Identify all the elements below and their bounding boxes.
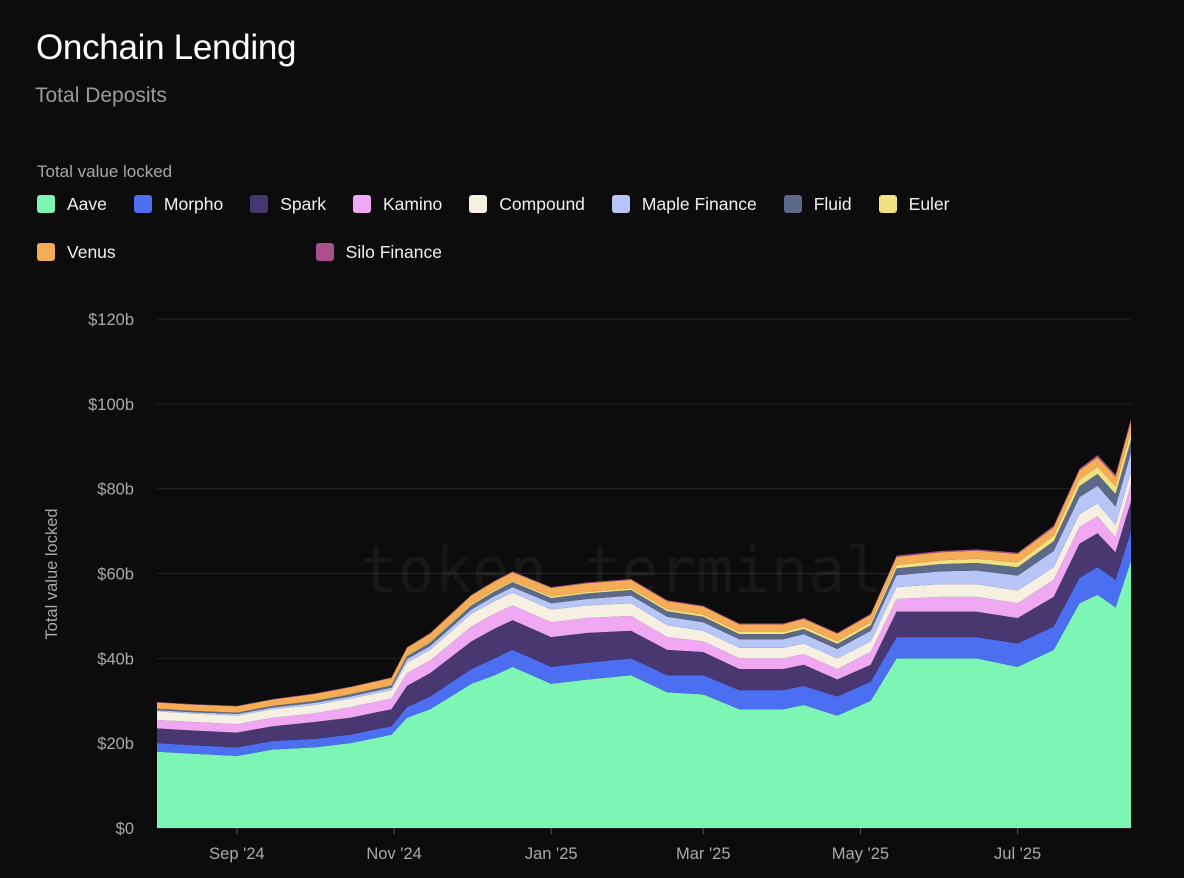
- legend-swatch: [250, 195, 269, 213]
- legend-label: Maple Finance: [641, 193, 757, 214]
- x-tick-label: May '25: [832, 845, 889, 863]
- y-axis-title: Total value locked: [43, 508, 61, 639]
- legend-label: Morpho: [163, 193, 224, 214]
- legend-label: Aave: [67, 193, 107, 214]
- legend-label: Euler: [908, 193, 950, 214]
- area-spark: [157, 501, 1131, 748]
- legend: Aave Morpho Spark Kamino Compound Maple Finan…: [37, 193, 1157, 263]
- y-axis-ticks: $0 $20b $40b $60b $80b $100b $120b: [88, 311, 134, 838]
- legend-item-morpho[interactable]: Morpho: [133, 193, 224, 215]
- legend-label: Spark: [280, 193, 326, 214]
- legend-item-compound[interactable]: Compound: [469, 193, 585, 215]
- x-tick-label: Jan '25: [525, 845, 578, 863]
- x-tick-label: Nov '24: [366, 845, 421, 863]
- area-maple-finance: [157, 452, 1131, 716]
- legend-label: Fluid: [813, 193, 852, 214]
- legend-swatch: [315, 243, 334, 261]
- area-morpho: [157, 531, 1131, 756]
- legend-item-silo-finance[interactable]: Silo Finance: [315, 241, 442, 263]
- legend-label: Kamino: [382, 193, 443, 214]
- area-aave: [157, 560, 1131, 828]
- legend-swatch: [469, 195, 488, 213]
- legend-item-euler[interactable]: Euler: [878, 193, 950, 215]
- series-areas: [157, 418, 1131, 828]
- legend-title: Total value locked: [37, 162, 173, 181]
- page-subtitle: Total Deposits: [35, 84, 167, 107]
- legend-label: Silo Finance: [345, 241, 442, 262]
- legend-swatch: [133, 195, 152, 213]
- stacked-area-chart: token terminal_ $0$20b$40b$60b$80b$100b$…: [43, 311, 1131, 863]
- legend-item-kamino[interactable]: Kamino: [352, 193, 443, 215]
- legend-swatch: [37, 243, 55, 261]
- legend-swatch: [37, 195, 55, 213]
- legend-item-maple-finance[interactable]: Maple Finance: [611, 193, 757, 215]
- y-tick-label: $20b: [97, 735, 134, 753]
- y-tick-label: $100b: [88, 396, 134, 414]
- y-tick-label: $60b: [97, 566, 134, 584]
- legend-swatch: [352, 195, 371, 213]
- area-kamino: [157, 484, 1131, 733]
- x-axis-ticks: Sep '24 Nov '24 Jan '25 Mar '25 May '25 Jul '…: [209, 828, 1041, 863]
- y-tick-label: $80b: [97, 481, 134, 499]
- page-title: Onchain Lending: [36, 28, 297, 67]
- legend-label: Venus: [67, 241, 116, 262]
- legend-swatch: [878, 195, 897, 213]
- legend-item-venus[interactable]: Venus: [37, 241, 116, 263]
- y-tick-label: $0: [116, 820, 134, 838]
- x-tick-label: Sep '24: [209, 845, 264, 863]
- legend-swatch: [783, 195, 802, 213]
- legend-item-fluid[interactable]: Fluid: [783, 193, 852, 215]
- y-tick-label: $120b: [88, 311, 134, 329]
- legend-label: Compound: [499, 193, 585, 214]
- y-tick-label: $40b: [97, 650, 134, 668]
- legend-item-aave[interactable]: Aave: [37, 193, 107, 215]
- x-tick-label: Jul '25: [994, 845, 1041, 863]
- x-tick-label: Mar '25: [676, 845, 731, 863]
- legend-item-spark[interactable]: Spark: [250, 193, 326, 215]
- legend-swatch: [611, 195, 630, 213]
